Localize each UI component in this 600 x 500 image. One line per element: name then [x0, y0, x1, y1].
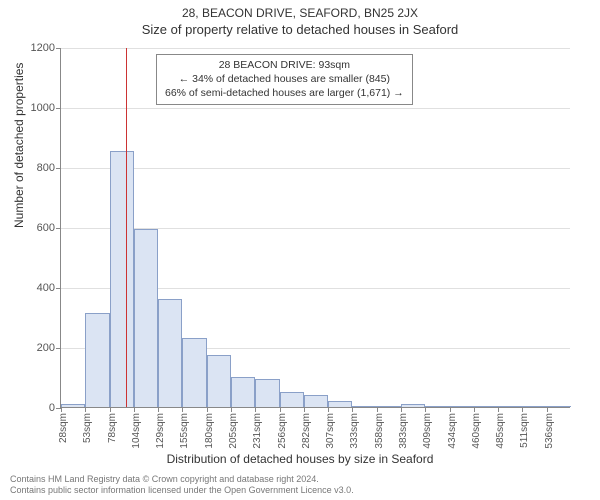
- footer-attribution: Contains HM Land Registry data © Crown c…: [10, 474, 354, 497]
- xtick-label: 256sqm: [277, 413, 288, 449]
- xtick-label: 180sqm: [204, 413, 215, 449]
- xtick-label: 307sqm: [325, 413, 336, 449]
- histogram-bar: [110, 151, 134, 408]
- histogram-bar: [352, 406, 376, 408]
- xtick-label: 383sqm: [398, 413, 409, 449]
- xtick-mark: [522, 407, 523, 412]
- xtick-label: 28sqm: [58, 413, 69, 443]
- chart-container: 28, BEACON DRIVE, SEAFORD, BN25 2JX Size…: [0, 0, 600, 500]
- gridline: [61, 48, 570, 49]
- xtick-label: 460sqm: [471, 413, 482, 449]
- xtick-mark: [401, 407, 402, 412]
- xtick-mark: [498, 407, 499, 412]
- histogram-bar: [231, 377, 255, 407]
- gridline: [61, 108, 570, 109]
- xtick-label: 205sqm: [228, 413, 239, 449]
- xtick-mark: [377, 407, 378, 412]
- ytick-label: 1000: [31, 102, 61, 114]
- ytick-label: 600: [37, 222, 61, 234]
- annotation-box: 28 BEACON DRIVE: 93sqm← 34% of detached …: [156, 54, 413, 105]
- histogram-bar: [280, 392, 304, 407]
- histogram-bar: [377, 406, 401, 407]
- histogram-bar: [134, 229, 158, 408]
- xtick-label: 333sqm: [349, 413, 360, 449]
- xtick-label: 155sqm: [179, 413, 190, 449]
- footer-line2: Contains public sector information licen…: [10, 485, 354, 496]
- xtick-mark: [231, 407, 232, 412]
- xtick-mark: [255, 407, 256, 412]
- xtick-mark: [134, 407, 135, 412]
- xtick-mark: [158, 407, 159, 412]
- histogram-bar: [255, 379, 279, 408]
- histogram-bar: [425, 406, 449, 408]
- xtick-mark: [182, 407, 183, 412]
- xtick-mark: [425, 407, 426, 412]
- histogram-bar: [498, 406, 522, 407]
- xtick-mark: [328, 407, 329, 412]
- xtick-mark: [85, 407, 86, 412]
- histogram-bar: [328, 401, 352, 407]
- histogram-bar: [304, 395, 328, 407]
- chart-area: 02004006008001000120028sqm53sqm78sqm104s…: [60, 48, 570, 408]
- x-axis-title: Distribution of detached houses by size …: [0, 452, 600, 466]
- xtick-mark: [207, 407, 208, 412]
- xtick-mark: [474, 407, 475, 412]
- xtick-label: 129sqm: [155, 413, 166, 449]
- xtick-mark: [110, 407, 111, 412]
- xtick-label: 231sqm: [252, 413, 263, 449]
- xtick-mark: [304, 407, 305, 412]
- annotation-line: 66% of semi-detached houses are larger (…: [165, 86, 404, 100]
- xtick-label: 282sqm: [301, 413, 312, 449]
- xtick-label: 53sqm: [82, 413, 93, 443]
- xtick-label: 104sqm: [131, 413, 142, 449]
- annotation-line: 28 BEACON DRIVE: 93sqm: [165, 58, 404, 72]
- xtick-label: 511sqm: [519, 413, 530, 448]
- histogram-bar: [547, 406, 571, 408]
- xtick-mark: [450, 407, 451, 412]
- annotation-line: ← 34% of detached houses are smaller (84…: [165, 72, 404, 86]
- footer-line1: Contains HM Land Registry data © Crown c…: [10, 474, 354, 485]
- ytick-label: 400: [37, 282, 61, 294]
- xtick-mark: [547, 407, 548, 412]
- histogram-bar: [450, 406, 474, 407]
- xtick-label: 434sqm: [447, 413, 458, 449]
- xtick-label: 78sqm: [107, 413, 118, 443]
- y-axis-title: Number of detached properties: [12, 63, 26, 228]
- xtick-mark: [280, 407, 281, 412]
- value-marker-line: [126, 48, 128, 407]
- histogram-bar: [522, 406, 546, 407]
- histogram-bar: [85, 313, 109, 408]
- title-block: 28, BEACON DRIVE, SEAFORD, BN25 2JX Size…: [0, 0, 600, 37]
- ytick-label: 800: [37, 162, 61, 174]
- gridline: [61, 168, 570, 169]
- ytick-label: 1200: [31, 42, 61, 54]
- xtick-label: 409sqm: [422, 413, 433, 449]
- histogram-bar: [207, 355, 231, 408]
- xtick-label: 536sqm: [544, 413, 555, 449]
- ytick-label: 200: [37, 342, 61, 354]
- xtick-label: 358sqm: [374, 413, 385, 449]
- histogram-bar: [474, 406, 498, 407]
- histogram-bar: [158, 299, 182, 407]
- xtick-mark: [352, 407, 353, 412]
- xtick-label: 485sqm: [495, 413, 506, 449]
- histogram-bar: [61, 404, 85, 407]
- histogram-bar: [401, 404, 425, 407]
- plot-region: 02004006008001000120028sqm53sqm78sqm104s…: [60, 48, 570, 408]
- histogram-bar: [182, 338, 206, 407]
- title-subtitle: Size of property relative to detached ho…: [0, 22, 600, 37]
- title-address: 28, BEACON DRIVE, SEAFORD, BN25 2JX: [0, 6, 600, 20]
- xtick-mark: [61, 407, 62, 412]
